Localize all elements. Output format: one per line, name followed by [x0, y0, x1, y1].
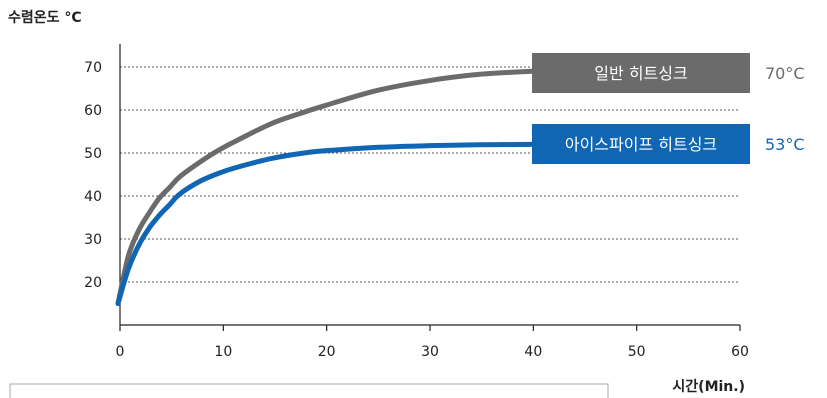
x-tick-label-10: 10 — [214, 344, 232, 360]
x-axis-title: 시간(Min.) — [672, 378, 745, 395]
y-tick-label-60: 60 — [84, 103, 102, 119]
x-tick-label-20: 20 — [318, 344, 336, 360]
x-tick-label-30: 30 — [421, 344, 439, 360]
y-tick-label-20: 20 — [84, 275, 102, 291]
x-tick-label-50: 50 — [628, 344, 646, 360]
series-end-value-1: 53°C — [765, 135, 805, 154]
series-lines — [115, 68, 534, 306]
y-tick-label-50: 50 — [84, 146, 102, 162]
series-tag-label-0: 일반 히트싱크 — [594, 64, 687, 83]
series-line-0 — [115, 68, 534, 306]
y-axis-title: 수렴온도 °C — [8, 10, 82, 26]
series-end-value-0: 70°C — [765, 64, 805, 83]
series-line-1 — [115, 141, 534, 306]
series-tag-label-1: 아이스파이프 히트싱크 — [565, 135, 717, 154]
x-tick-label-40: 40 — [524, 344, 542, 360]
y-tick-label-70: 70 — [84, 60, 102, 76]
series-labels: 일반 히트싱크 70°C 아이스파이프 히트싱크 53°C — [532, 53, 805, 164]
info-box-border — [9, 383, 609, 398]
y-tick-label-30: 30 — [84, 232, 102, 248]
y-tick-label-40: 40 — [84, 189, 102, 205]
tick-labels: 20 30 40 50 60 70 0 10 20 30 40 50 60 — [84, 60, 749, 360]
x-tick-label-60: 60 — [731, 344, 749, 360]
x-tick-label-0: 0 — [116, 344, 125, 360]
axes — [119, 44, 741, 331]
series-tag-box-1 — [532, 124, 750, 164]
series-tag-box-0 — [532, 53, 750, 93]
